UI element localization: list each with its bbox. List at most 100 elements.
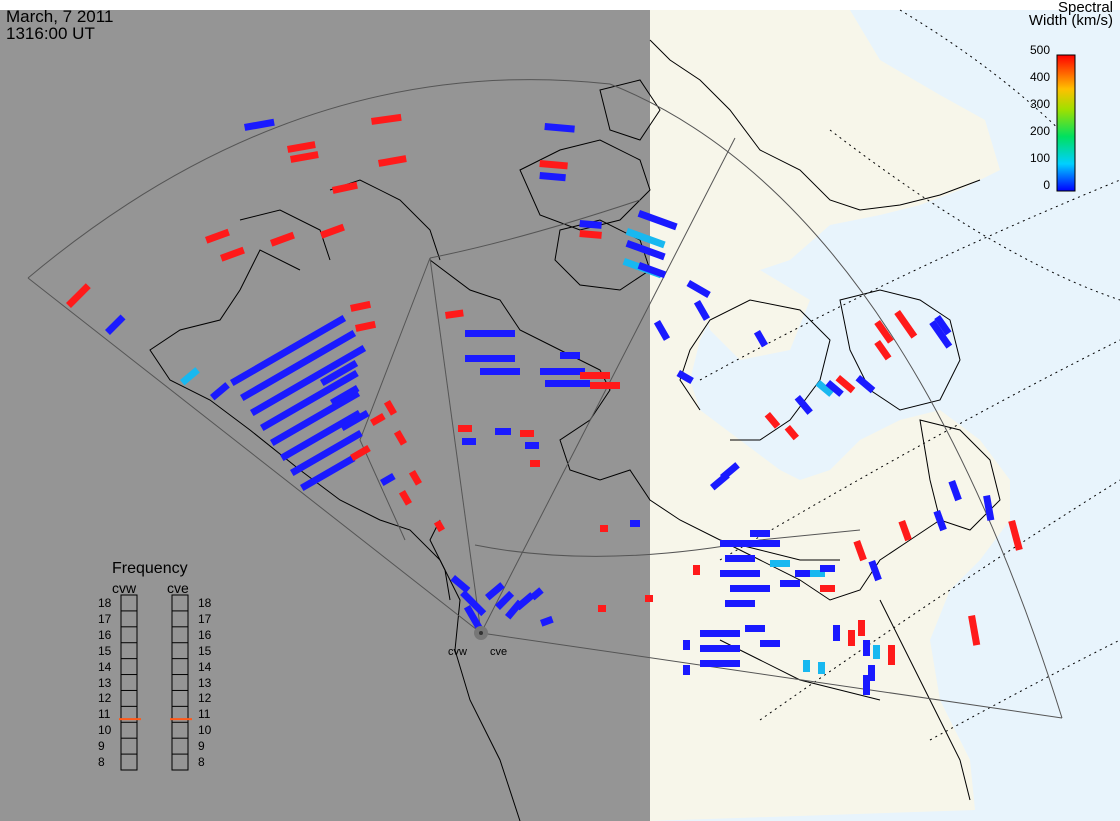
frequency-title: Frequency <box>112 560 188 577</box>
spectral-width-cell <box>863 675 870 695</box>
fov-inner-arc <box>429 199 641 259</box>
spectral-width-cell <box>579 230 602 239</box>
frequency-scale-label: 13 <box>98 675 112 690</box>
spectral-width-cell <box>934 314 952 336</box>
coastline <box>879 599 971 801</box>
legend-tick: 200 <box>1029 124 1050 138</box>
time-label: 1316:00 UT <box>6 24 95 43</box>
frequency-scale-label: 10 <box>198 723 212 738</box>
spectral-width-cell <box>371 113 402 125</box>
spectral-width-cell <box>833 625 840 641</box>
spectral-width-cell <box>855 374 876 394</box>
spectral-width-cell <box>683 640 690 650</box>
frequency-scale-label: 15 <box>198 643 212 658</box>
spectral-width-cell <box>287 141 316 153</box>
fov-inner-arc <box>359 257 431 541</box>
frequency-scale-label: 17 <box>198 611 212 626</box>
coastline <box>649 39 981 211</box>
spectral-width-cell <box>515 592 535 611</box>
spectral-width-cell <box>863 640 870 656</box>
coastline <box>239 209 331 261</box>
spectral-width-cell <box>888 645 895 665</box>
spectral-width-cell <box>540 368 585 375</box>
spectral-width-cell <box>810 570 825 577</box>
spectral-width-cell <box>740 540 780 547</box>
spectral-width-cell <box>320 360 359 387</box>
radar-label-cvw: cvw <box>448 646 467 658</box>
radar-label-cve: cve <box>490 646 508 658</box>
spectral-width-cell <box>378 155 407 167</box>
spectral-width-cells <box>65 113 1023 695</box>
spectral-width-cell <box>465 355 515 362</box>
spectral-width-colorbar <box>1056 54 1076 192</box>
coastline <box>679 299 831 441</box>
spectral-width-cell <box>244 118 275 131</box>
spectral-width-cell <box>580 372 610 379</box>
legend-tick: 300 <box>1029 97 1050 111</box>
spectral-width-cell <box>815 380 834 397</box>
spectral-width-cell <box>520 430 534 437</box>
frequency-radar-label-cve: cve <box>167 580 189 596</box>
spectral-width-cell <box>539 160 568 170</box>
spectral-width-cell <box>458 425 472 432</box>
coastline <box>519 139 651 231</box>
day-land-mainland <box>650 10 1010 821</box>
spectral-width-cell <box>764 412 781 429</box>
frequency-scale-label: 13 <box>198 675 212 690</box>
spectral-width-cell <box>332 181 358 194</box>
spectral-width-cell <box>630 520 640 527</box>
frequency-scale-label: 8 <box>98 755 105 770</box>
spectral-width-cell <box>818 662 825 674</box>
spectral-width-cell <box>929 320 953 349</box>
spectral-width-cell <box>730 585 770 592</box>
spectral-width-cell <box>700 660 740 667</box>
spectral-width-cell <box>544 122 575 133</box>
spectral-width-cell <box>693 565 700 575</box>
spectral-width-cell <box>230 315 347 387</box>
legend-title-line1: Spectral <box>1057 0 1113 16</box>
spectral-width-cell <box>485 582 505 601</box>
spectral-width-cell <box>380 473 396 487</box>
spectral-width-cell <box>525 442 539 449</box>
spectral-width-cell <box>700 630 740 637</box>
frequency-scale-label: 11 <box>98 707 111 722</box>
spectral-width-cell <box>874 339 892 361</box>
grid-arc <box>719 339 1120 561</box>
day-land-island <box>660 110 740 200</box>
frequency-scale-label: 16 <box>98 627 112 642</box>
spectral-width-cell <box>290 151 319 163</box>
spectral-width-cell <box>933 509 947 532</box>
spectral-width-cell <box>780 580 800 587</box>
spectral-width-cell <box>290 430 363 477</box>
spectral-width-cell <box>750 530 770 537</box>
fov-outer-arc <box>27 79 611 279</box>
spectral-width-cell <box>205 228 230 244</box>
spectral-width-cell <box>874 320 894 344</box>
spectral-width-cell <box>350 445 371 462</box>
spectral-width-cell <box>898 520 912 542</box>
coastline <box>919 419 1001 531</box>
spectral-width-cell <box>545 380 590 387</box>
spectral-width-cell <box>539 172 566 182</box>
spectral-width-cell <box>495 428 511 435</box>
spectral-width-cell <box>329 385 360 407</box>
frequency-radar-label-cvw: cvw <box>112 580 137 596</box>
spectral-width-cell <box>220 246 245 262</box>
spectral-width-cell <box>686 280 711 299</box>
spectral-width-cell <box>835 374 856 394</box>
spectral-width-cell <box>794 395 813 415</box>
spectral-width-cell <box>858 620 865 636</box>
spectral-width-cell <box>450 575 471 594</box>
spectral-width-cell <box>349 300 372 312</box>
frequency-scale-label: 15 <box>98 643 112 658</box>
spectral-width-cell <box>590 382 620 389</box>
frequency-gauge-frame <box>171 594 189 771</box>
spectral-width-cell <box>530 460 540 467</box>
spectral-width-cell <box>873 645 880 659</box>
spectral-width-cell <box>408 470 422 486</box>
spectral-width-cell <box>560 352 580 359</box>
spectral-width-cell <box>645 595 653 602</box>
date-label: March, 7 2011 <box>6 7 114 26</box>
